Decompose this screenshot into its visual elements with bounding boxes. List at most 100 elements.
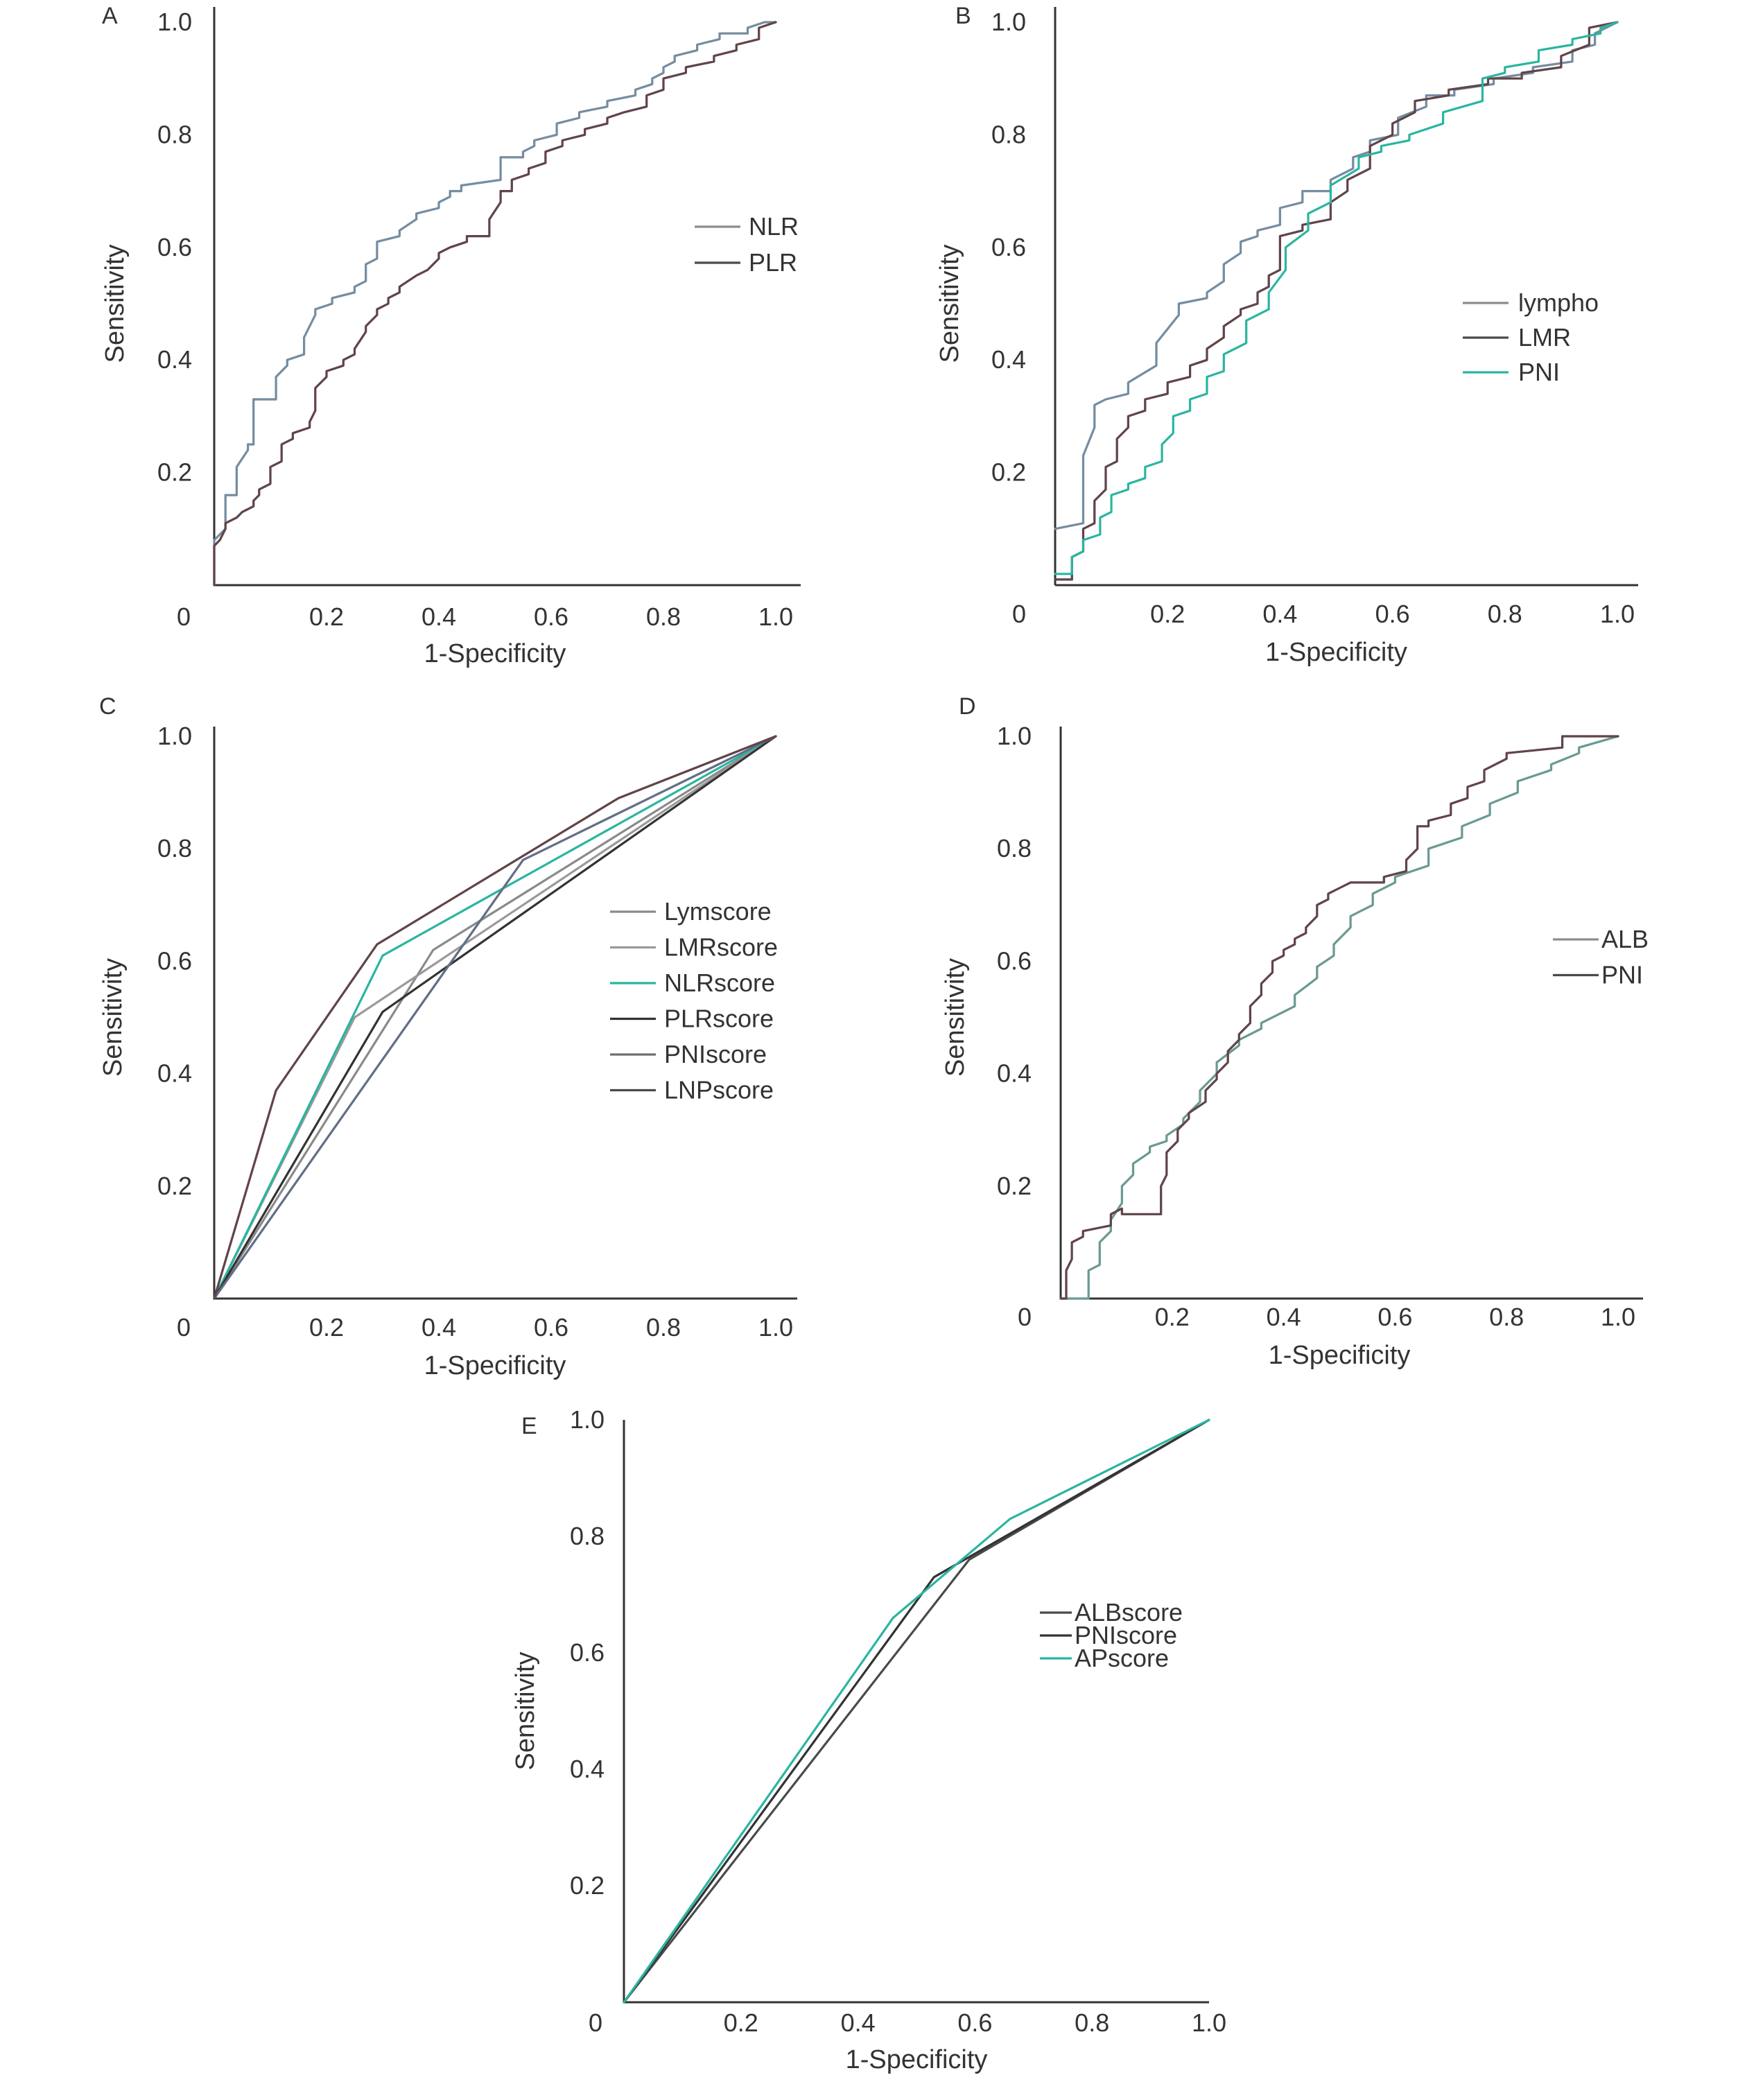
x-tick-label-d: 0 bbox=[1018, 1303, 1032, 1331]
roc-curve-pni-d bbox=[1059, 735, 1619, 1300]
y-tick-label-e: 0.6 bbox=[570, 1638, 605, 1667]
panel-label-d: D bbox=[959, 693, 976, 720]
legend-label-pniscore-c: PNIscore bbox=[664, 1040, 767, 1068]
panel-label-e: E bbox=[521, 1413, 537, 1439]
x-tick-label-a: 0 bbox=[177, 602, 191, 631]
y-axis-title-a: Sensitivity bbox=[101, 244, 130, 363]
roc-curve-overlay-lmr-b bbox=[1054, 21, 1619, 581]
roc-curve-nlr-a bbox=[213, 21, 777, 587]
y-tick-label-c: 0.8 bbox=[157, 834, 192, 862]
x-tick-label-d: 0.6 bbox=[1377, 1303, 1412, 1331]
x-tick-label-c: 0.8 bbox=[646, 1313, 681, 1342]
roc-curve-lnpscore-c bbox=[213, 735, 777, 1300]
y-tick-label-c: 1.0 bbox=[157, 722, 192, 750]
panel-b: B 0 0.2 0.4 0.6 0.8 1.0 0.2 0.4 0.6 0.8 1.0 1-Specif… bbox=[935, 3, 1638, 667]
y-axis-title-d: Sensitivity bbox=[941, 958, 970, 1077]
roc-curve-overlay-nlr-a bbox=[213, 21, 777, 587]
legend-label-lymscore-c: Lymscore bbox=[664, 897, 772, 926]
x-axis-title-b: 1-Specificity bbox=[1265, 638, 1407, 667]
x-tick-label-d: 0.2 bbox=[1155, 1303, 1190, 1331]
roc-curve-overlay-lnpscore-c bbox=[213, 735, 777, 1300]
legend-label-lmrscore-c: LMRscore bbox=[664, 933, 778, 962]
roc-curve-lmr-b bbox=[1054, 21, 1619, 581]
legend-label-lympho-b: lympho bbox=[1518, 288, 1599, 317]
roc-curve-lympho-b bbox=[1054, 21, 1619, 530]
x-tick-label-a: 0.6 bbox=[534, 602, 568, 631]
y-tick-label-b: 0.6 bbox=[991, 233, 1026, 261]
legend-label-nlr-a: NLR bbox=[749, 212, 799, 241]
y-tick-label-a: 0.4 bbox=[157, 345, 192, 374]
x-tick-label-b: 1.0 bbox=[1600, 600, 1635, 628]
x-tick-label-a: 0.2 bbox=[309, 602, 344, 631]
panel-c: C 0 0.2 0.4 0.6 0.8 1.0 0.2 0.4 0.6 0.8 1.0 1-Specif… bbox=[98, 693, 797, 1380]
y-tick-label-c: 0.2 bbox=[157, 1172, 192, 1200]
y-tick-label-e: 1.0 bbox=[570, 1405, 605, 1434]
y-tick-label-e: 0.4 bbox=[570, 1755, 605, 1783]
y-tick-label-b: 0.8 bbox=[991, 120, 1026, 148]
legend-label-plr-a: PLR bbox=[749, 248, 797, 277]
roc-curve-nlrscore-c bbox=[213, 735, 777, 1300]
y-tick-label-d: 0.2 bbox=[997, 1172, 1032, 1200]
y-tick-label-c: 0.6 bbox=[157, 946, 192, 975]
y-tick-label-d: 0.6 bbox=[997, 946, 1032, 975]
panel-label-b: B bbox=[955, 3, 971, 29]
roc-curve-overlay-plr-a bbox=[213, 21, 777, 587]
roc-curve-overlay-pniscore-c bbox=[213, 735, 777, 1300]
legend-label-apscore-e: APscore bbox=[1075, 1644, 1169, 1672]
legend-label-alb-d: ALB bbox=[1601, 925, 1649, 953]
roc-curve-plr-a bbox=[213, 21, 777, 587]
roc-curve-overlay-pni-d bbox=[1059, 735, 1619, 1300]
y-axis-title-c: Sensitivity bbox=[98, 958, 128, 1077]
x-tick-label-d: 1.0 bbox=[1601, 1303, 1635, 1331]
legend-label-lmr-b: LMR bbox=[1518, 323, 1571, 352]
x-axis-title-a: 1-Specificity bbox=[424, 639, 566, 668]
x-tick-label-b: 0.8 bbox=[1488, 600, 1522, 628]
x-tick-label-e: 0.6 bbox=[957, 2008, 992, 2037]
y-tick-label-d: 0.8 bbox=[997, 834, 1032, 862]
x-tick-label-e: 0.2 bbox=[724, 2008, 758, 2037]
legend-label-albscore-e: ALBscore bbox=[1075, 1598, 1183, 1626]
panel-label-a: A bbox=[102, 3, 118, 29]
x-axis-title-d: 1-Specificity bbox=[1269, 1341, 1411, 1370]
x-tick-label-b: 0.2 bbox=[1150, 600, 1185, 628]
legend-label-pni-d: PNI bbox=[1601, 961, 1643, 989]
legend-label-nlrscore-c: NLRscore bbox=[664, 969, 775, 997]
y-tick-label-e: 0.8 bbox=[570, 1522, 605, 1550]
x-tick-label-a: 0.8 bbox=[646, 602, 681, 631]
panel-e: E 0 0.2 0.4 0.6 0.8 1.0 0.2 0.4 0.6 0.8 1.0 1-Specif… bbox=[511, 1405, 1226, 2074]
x-tick-label-e: 0 bbox=[589, 2008, 602, 2037]
panel-a: A 0 0.2 0.4 0.6 0.8 1.0 0.2 0.4 0.6 0.8 1.0 1-Specif… bbox=[101, 3, 801, 668]
roc-curve-pniscore-c bbox=[213, 735, 777, 1300]
y-tick-label-d: 1.0 bbox=[997, 722, 1032, 750]
x-tick-label-b: 0 bbox=[1012, 600, 1026, 628]
x-axis-title-e: 1-Specificity bbox=[846, 2045, 988, 2074]
roc-curve-pni-b bbox=[1054, 21, 1619, 575]
roc-curve-apscore-e bbox=[623, 1418, 1210, 2004]
x-tick-label-c: 0.2 bbox=[309, 1313, 344, 1342]
x-tick-label-c: 1.0 bbox=[758, 1313, 793, 1342]
legend-label-lnpscore-c: LNPscore bbox=[664, 1076, 774, 1104]
x-tick-label-e: 1.0 bbox=[1192, 2008, 1226, 2037]
x-tick-label-b: 0.4 bbox=[1262, 600, 1297, 628]
roc-curve-lymscore-c bbox=[213, 735, 777, 1300]
x-tick-label-d: 0.8 bbox=[1489, 1303, 1524, 1331]
x-tick-label-c: 0.4 bbox=[421, 1313, 456, 1342]
legend-label-pniscore-e: PNIscore bbox=[1075, 1621, 1177, 1649]
legend-label-pni-b: PNI bbox=[1518, 358, 1560, 386]
roc-curve-overlay-alb-d bbox=[1059, 735, 1619, 1300]
y-axis-title-e: Sensitivity bbox=[511, 1651, 540, 1770]
x-tick-label-b: 0.6 bbox=[1375, 600, 1410, 628]
y-tick-label-a: 0.8 bbox=[157, 120, 192, 148]
y-axis-title-b: Sensitivity bbox=[935, 244, 964, 363]
y-tick-label-a: 0.6 bbox=[157, 233, 192, 261]
y-tick-label-d: 0.4 bbox=[997, 1059, 1032, 1088]
y-tick-label-b: 1.0 bbox=[991, 8, 1026, 36]
x-tick-label-a: 1.0 bbox=[758, 602, 793, 631]
roc-curve-albscore-e bbox=[623, 1418, 1210, 2004]
x-tick-label-e: 0.4 bbox=[841, 2008, 876, 2037]
roc-curve-pniscore-e bbox=[623, 1418, 1210, 2004]
x-axis-title-c: 1-Specificity bbox=[424, 1351, 566, 1380]
roc-curve-overlay-lympho-b bbox=[1054, 21, 1619, 530]
panel-label-c: C bbox=[99, 693, 116, 720]
